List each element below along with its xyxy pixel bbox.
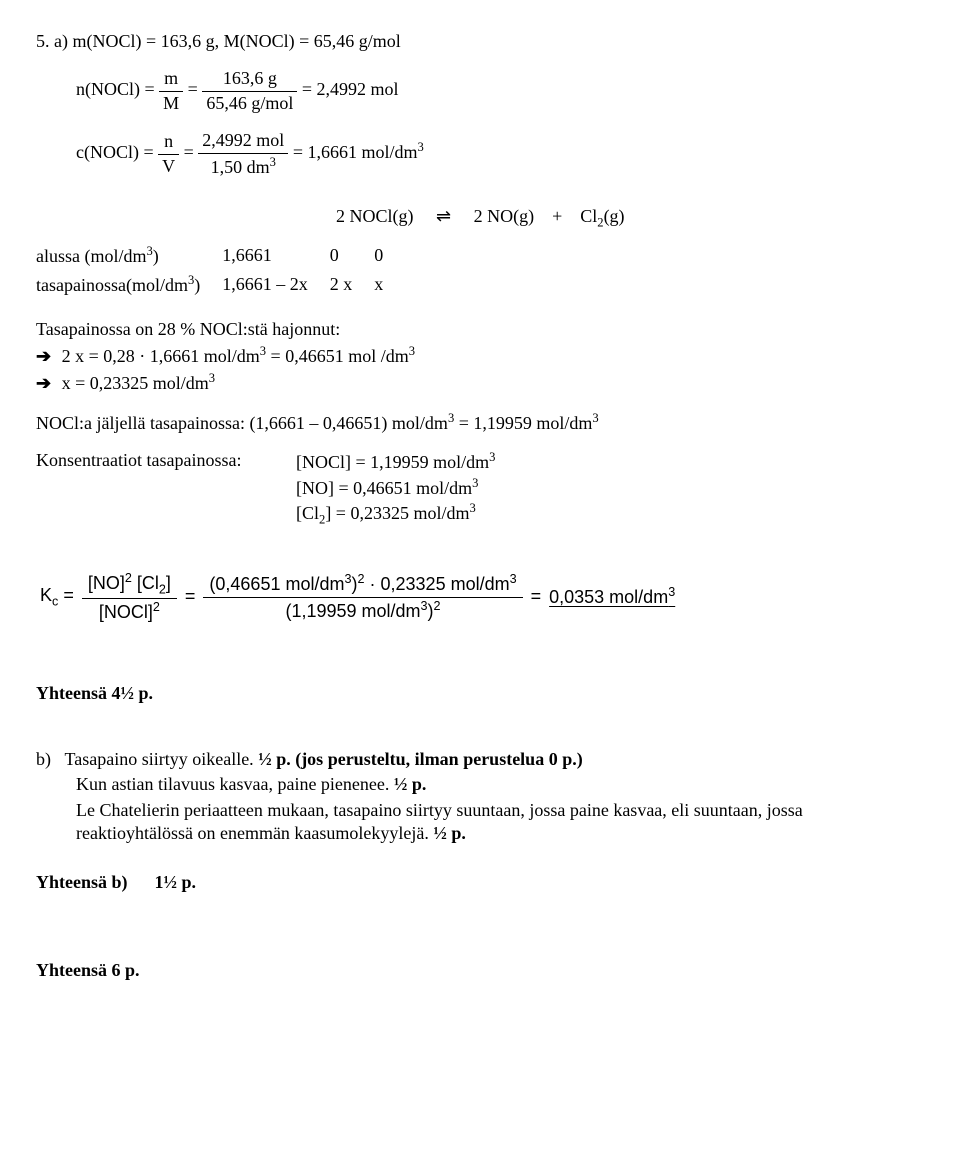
kc-val-den: (1,19959 mol/dm3)2 <box>203 598 522 623</box>
eq-c-nocl: c(NOCl) = n V = 2,4992 mol 1,50 dm3 = 1,… <box>76 129 924 179</box>
eq1-lhs: n(NOCl) = <box>76 79 155 99</box>
eq2-d2: 1,50 dm3 <box>198 154 288 179</box>
eq1-rhs: = 2,4992 mol <box>302 79 399 99</box>
rxn-arrow: ⇌ <box>436 206 451 226</box>
tasap-head: Tasapainossa on 28 % NOCl:stä hajonnut: <box>36 318 924 341</box>
r2c1: tasapainossa(mol/dm3) <box>36 270 222 299</box>
b-line-2: Kun astian tilavuus kasvaa, paine pienen… <box>76 773 924 796</box>
kc-sym-den: [NOCl]2 <box>82 599 177 624</box>
bullet-1: ➔ 2 x = 0,28 · 1,6661 mol/dm3 = 0,46651 … <box>36 343 924 368</box>
kc-equation: Kc = [NO]2 [Cl2] [NOCl]2 = (0,46651 mol/… <box>36 570 924 624</box>
reaction-line: 2 NOCl(g) ⇌ 2 NO(g) + Cl2(g) <box>336 205 924 231</box>
eq1-d1: M <box>159 92 183 115</box>
ice-table: alussa (mol/dm3) 1,6661 0 0 tasapainossa… <box>36 241 405 300</box>
eq1-n2: 163,6 g <box>202 67 297 91</box>
r1c3: 0 <box>330 241 375 270</box>
r1c2: 1,6661 <box>222 241 330 270</box>
kons-head: Konsentraatiot tasapainossa: <box>36 449 296 528</box>
bullet-2: ➔ x = 0,23325 mol/dm3 <box>36 370 924 395</box>
eq2-rhs: = 1,6661 mol/dm3 <box>293 142 424 162</box>
rxn-plus: + <box>552 206 562 226</box>
eq1-eq: = <box>188 79 203 99</box>
eq1-frac1: m M <box>159 67 183 115</box>
rxn-a: 2 NOCl(g) <box>336 206 414 226</box>
eq2-frac1: n V <box>158 130 179 178</box>
kons3: [Cl2] = 0,23325 mol/dm3 <box>296 500 495 528</box>
eq2-n1: n <box>158 130 179 154</box>
arrow-icon: ➔ <box>36 346 51 366</box>
yhteensa-b: Yhteensä b) 1½ p. <box>36 871 924 894</box>
r2c4: x <box>374 270 405 299</box>
kons-row: Konsentraatiot tasapainossa: [NOCl] = 1,… <box>36 449 924 528</box>
arrow-icon: ➔ <box>36 373 51 393</box>
eq-n-nocl: n(NOCl) = m M = 163,6 g 65,46 g/mol = 2,… <box>76 67 924 115</box>
eq1-n1: m <box>159 67 183 91</box>
r1c4: 0 <box>374 241 405 270</box>
b-line-1: b) Tasapaino siirtyy oikealle. ½ p. (jos… <box>36 748 924 771</box>
kc-frac-sym: [NO]2 [Cl2] [NOCl]2 <box>82 570 177 624</box>
eq2-lhs: c(NOCl) = <box>76 142 154 162</box>
rxn-b: 2 NO(g) <box>474 206 535 226</box>
yhteensa-total: Yhteensä 6 p. <box>36 959 924 982</box>
rxn-c: Cl2(g) <box>580 206 624 226</box>
eq2-eq: = <box>184 142 199 162</box>
r2c3: 2 x <box>330 270 375 299</box>
r2c2: 1,6661 – 2x <box>222 270 330 299</box>
kc-eq3: = <box>531 585 542 608</box>
table-row: tasapainossa(mol/dm3) 1,6661 – 2x 2 x x <box>36 270 405 299</box>
eq2-n2: 2,4992 mol <box>198 129 288 153</box>
eq2-frac2: 2,4992 mol 1,50 dm3 <box>198 129 288 179</box>
kc-lhs: Kc = <box>40 584 74 610</box>
eq1-d2: 65,46 g/mol <box>202 92 297 115</box>
kc-eq2: = <box>185 585 196 608</box>
eq1-frac2: 163,6 g 65,46 g/mol <box>202 67 297 115</box>
kons1: [NOCl] = 1,19959 mol/dm3 <box>296 449 495 474</box>
title-line: 5. a) m(NOCl) = 163,6 g, M(NOCl) = 65,46… <box>36 30 924 53</box>
r1c1: alussa (mol/dm3) <box>36 241 222 270</box>
jaljella-line: NOCl:a jäljellä tasapainossa: (1,6661 – … <box>36 410 924 435</box>
kc-sym-num: [NO]2 [Cl2] <box>82 570 177 599</box>
kc-val-num: (0,46651 mol/dm3)2 · 0,23325 mol/dm3 <box>203 571 522 597</box>
kons2: [NO] = 0,46651 mol/dm3 <box>296 475 495 500</box>
yhteensa-a: Yhteensä 4½ p. <box>36 682 924 705</box>
eq2-d1: V <box>158 155 179 178</box>
b-line-3: Le Chatelierin periaatteen mukaan, tasap… <box>76 799 924 846</box>
kc-frac-val: (0,46651 mol/dm3)2 · 0,23325 mol/dm3 (1,… <box>203 571 522 623</box>
kc-result: 0,0353 mol/dm3 <box>549 584 675 609</box>
table-row: alussa (mol/dm3) 1,6661 0 0 <box>36 241 405 270</box>
